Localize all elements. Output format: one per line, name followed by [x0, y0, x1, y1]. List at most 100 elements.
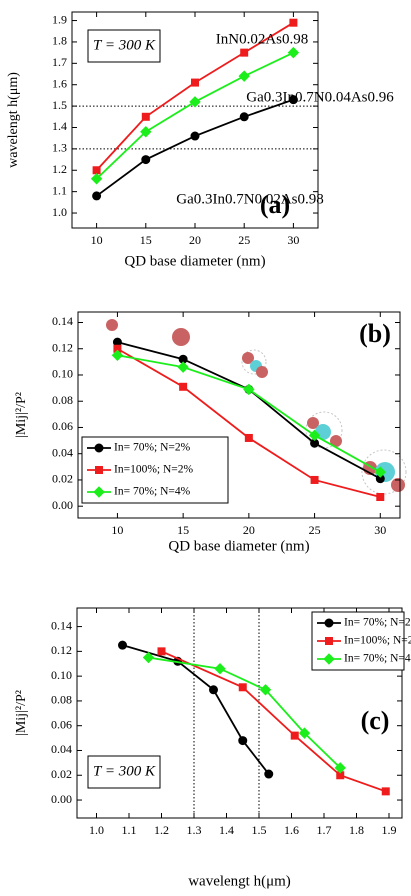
y-tick-label: 1.5 [52, 98, 67, 112]
y-axis-label: wavelengt h(μm) [6, 72, 21, 168]
point [179, 382, 188, 391]
series-line [95, 51, 294, 180]
x-tick-label: 20 [243, 523, 255, 537]
point [308, 429, 321, 442]
legend-marker [93, 486, 105, 498]
point [141, 155, 151, 165]
legend-marker [324, 618, 334, 628]
x-tick-label: 1.0 [89, 823, 104, 837]
y-tick-label: 0.10 [52, 367, 73, 381]
point [142, 651, 155, 664]
point [376, 493, 385, 502]
x-tick-label: 1.4 [219, 823, 234, 837]
x-axis-label: QD base diameter (nm) [124, 253, 265, 269]
y-tick-label: 0.04 [52, 445, 73, 459]
y-tick-label: 1.3 [52, 141, 67, 155]
point [238, 70, 250, 82]
orbital-image [330, 435, 342, 447]
point [374, 466, 386, 478]
series-line [161, 650, 387, 793]
legend-label: In= 70%; N=4% [344, 653, 411, 665]
y-tick-label: 1.1 [52, 183, 67, 197]
x-tick-label: 30 [287, 233, 299, 247]
annotation: T = 300 K [93, 37, 156, 53]
legend-label: In= 70%; N=2% [344, 617, 411, 629]
y-tick-label: 1.0 [52, 205, 67, 219]
point [244, 433, 253, 442]
x-tick-label: 25 [309, 523, 321, 537]
x-tick-label: 1.2 [154, 823, 169, 837]
y-tick-label: 0.10 [51, 668, 72, 682]
plot-frame [76, 607, 403, 819]
point [189, 96, 201, 108]
y-tick-label: 1.7 [52, 55, 67, 69]
point [243, 383, 255, 396]
legend-label: In=100%; N=2% [114, 464, 194, 476]
legend-marker [95, 466, 103, 474]
x-tick-label: 1.1 [122, 823, 137, 837]
y-tick-label: 0.08 [52, 393, 73, 407]
point [259, 684, 272, 696]
x-tick-label: 25 [238, 233, 250, 247]
annotation-box [87, 29, 161, 63]
legend-label: In= 70%; N=2% [114, 442, 191, 454]
point [289, 18, 298, 27]
point [264, 769, 274, 779]
point [214, 663, 226, 675]
point [90, 173, 103, 185]
x-tick-label: 1.6 [284, 823, 299, 837]
y-tick-label: 1.2 [52, 162, 67, 176]
x-tick-label: 10 [111, 523, 123, 537]
x-tick-label: 1.9 [382, 823, 397, 837]
y-tick-label: 0.06 [52, 419, 73, 433]
series-label: Ga0.3In0.7N0.02As0.98 [176, 191, 324, 207]
annotation: (b) [359, 319, 391, 348]
y-axis-label: |Mij|²/P² [14, 392, 29, 438]
legend-marker [323, 653, 335, 665]
y-tick-label: 1.9 [52, 12, 67, 26]
point [209, 685, 218, 695]
x-tick-label: 1.8 [349, 823, 364, 837]
plot-frame [77, 311, 401, 519]
point [141, 112, 150, 121]
x-tick-label: 20 [189, 233, 201, 247]
point [118, 640, 127, 650]
orbital-image [106, 319, 118, 331]
point [298, 727, 311, 739]
annotation: (c) [361, 706, 390, 735]
y-tick-label: 0.14 [51, 618, 72, 632]
orbital-image [241, 349, 267, 375]
y-tick-label: 1.8 [52, 34, 67, 48]
y-tick-label: 0.12 [52, 340, 73, 354]
legend-label: In=100%; N=2% [344, 635, 411, 647]
point [92, 191, 102, 201]
x-tick-label: 10 [91, 233, 103, 247]
point [334, 762, 346, 774]
x-tick-label: 1.5 [252, 823, 267, 837]
annotation: (a) [260, 190, 290, 219]
y-tick-label: 0.02 [52, 472, 73, 486]
legend-label: In= 70%; N=4% [114, 486, 191, 498]
point [111, 349, 124, 362]
point [288, 95, 298, 105]
point [381, 787, 390, 796]
y-tick-label: 1.6 [52, 76, 67, 90]
annotation-box [87, 755, 161, 789]
point [239, 112, 249, 122]
point [191, 78, 199, 87]
x-tick-label: 15 [177, 523, 189, 537]
x-tick-label: 30 [374, 523, 386, 537]
point [290, 731, 299, 740]
series-line [96, 98, 294, 197]
annotation: T = 300 K [93, 763, 156, 779]
point [177, 361, 189, 373]
x-tick-label: 1.3 [187, 823, 202, 837]
y-tick-label: 0.08 [51, 693, 72, 707]
point [157, 647, 166, 656]
series-label: InN0.02As0.98 [216, 31, 309, 47]
orbital-image [361, 449, 407, 495]
y-tick-label: 0.12 [51, 643, 72, 657]
point [92, 166, 101, 175]
point [190, 131, 200, 141]
